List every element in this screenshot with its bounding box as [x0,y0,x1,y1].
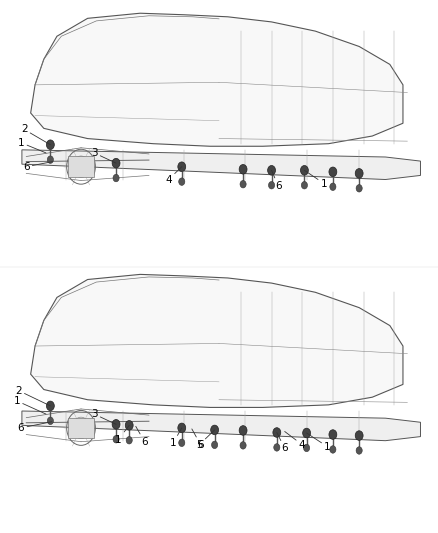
Text: 1: 1 [307,433,331,452]
Text: 1: 1 [304,171,328,189]
Text: 6: 6 [18,422,52,433]
Circle shape [178,423,186,433]
Circle shape [212,441,218,449]
Text: 6: 6 [277,432,288,454]
Circle shape [77,423,85,433]
Circle shape [240,442,246,449]
Circle shape [112,419,120,429]
Circle shape [112,158,120,168]
Circle shape [301,182,307,189]
Circle shape [330,446,336,453]
Circle shape [125,421,133,430]
Text: 3: 3 [91,148,116,163]
Text: 2: 2 [15,385,50,406]
Circle shape [47,417,53,425]
Circle shape [355,431,363,440]
Circle shape [330,183,336,190]
Circle shape [356,184,362,192]
Text: 1: 1 [18,138,46,153]
Circle shape [113,174,119,182]
Text: 4: 4 [165,167,182,184]
Circle shape [300,166,308,175]
Text: 4: 4 [285,432,306,450]
Circle shape [113,435,119,443]
Circle shape [355,168,363,178]
Circle shape [47,156,53,164]
Circle shape [179,439,185,447]
Text: 6: 6 [23,161,53,172]
Circle shape [304,444,310,451]
Polygon shape [31,13,403,146]
Circle shape [303,428,311,438]
Circle shape [268,166,276,175]
Circle shape [329,167,337,176]
Circle shape [356,447,362,454]
Circle shape [126,437,132,444]
Polygon shape [68,157,94,177]
Text: 1: 1 [13,396,46,414]
Text: 6: 6 [136,426,148,447]
Circle shape [211,425,219,435]
Circle shape [239,426,247,435]
Circle shape [77,161,85,172]
Circle shape [46,140,54,150]
Polygon shape [31,274,403,407]
Text: 5: 5 [196,430,215,450]
Circle shape [329,430,337,439]
Polygon shape [22,150,420,180]
Circle shape [274,443,280,451]
Circle shape [46,401,54,411]
Circle shape [179,178,185,185]
Text: 1: 1 [115,425,129,445]
Polygon shape [22,411,420,441]
Text: 6: 6 [272,171,282,191]
Polygon shape [68,418,94,438]
Text: 2: 2 [21,124,50,145]
Text: 6: 6 [192,429,204,450]
Text: 3: 3 [91,409,116,424]
Circle shape [273,427,281,437]
Circle shape [268,182,275,189]
Circle shape [240,181,246,188]
Circle shape [239,165,247,174]
Circle shape [178,162,186,172]
Text: 1: 1 [170,428,182,448]
